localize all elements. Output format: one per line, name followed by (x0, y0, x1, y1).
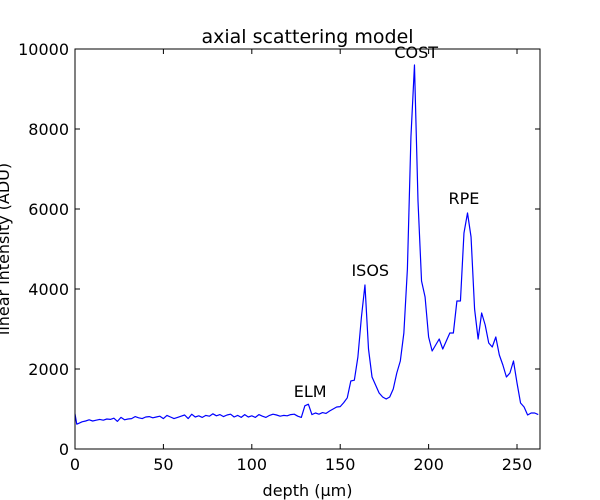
x-tick-label: 100 (237, 455, 268, 474)
plot-frame (74, 48, 541, 450)
intensity-line (74, 64, 539, 425)
x-tick-label: 250 (502, 455, 533, 474)
x-tick-label: 150 (325, 455, 356, 474)
x-tick-label: 0 (70, 455, 80, 474)
peak-annotations: ELM ISOS COST RPE (294, 43, 480, 401)
y-tick-label: 6000 (28, 200, 69, 219)
y-tick-label: 0 (59, 440, 69, 459)
y-tick-label: 4000 (28, 280, 69, 299)
y-tick-label: 2000 (28, 360, 69, 379)
x-tick-label: 50 (153, 455, 173, 474)
annotation-rpe: RPE (449, 189, 480, 208)
chart-title: axial scattering model (201, 26, 413, 48)
y-axis-ticks: 0 2000 4000 6000 8000 10000 (18, 40, 540, 459)
y-tick-label: 10000 (18, 40, 69, 59)
annotation-isos: ISOS (351, 261, 389, 280)
plot-area (74, 64, 539, 425)
x-axis-ticks: 0 50 100 150 200 250 (70, 49, 532, 474)
x-axis-label: depth (μm) (263, 481, 353, 500)
annotation-elm: ELM (294, 382, 327, 401)
y-tick-label: 8000 (28, 120, 69, 139)
annotation-cost: COST (394, 43, 438, 62)
x-tick-label: 200 (413, 455, 444, 474)
y-axis-label: linear intensity (ADU) (0, 163, 13, 335)
